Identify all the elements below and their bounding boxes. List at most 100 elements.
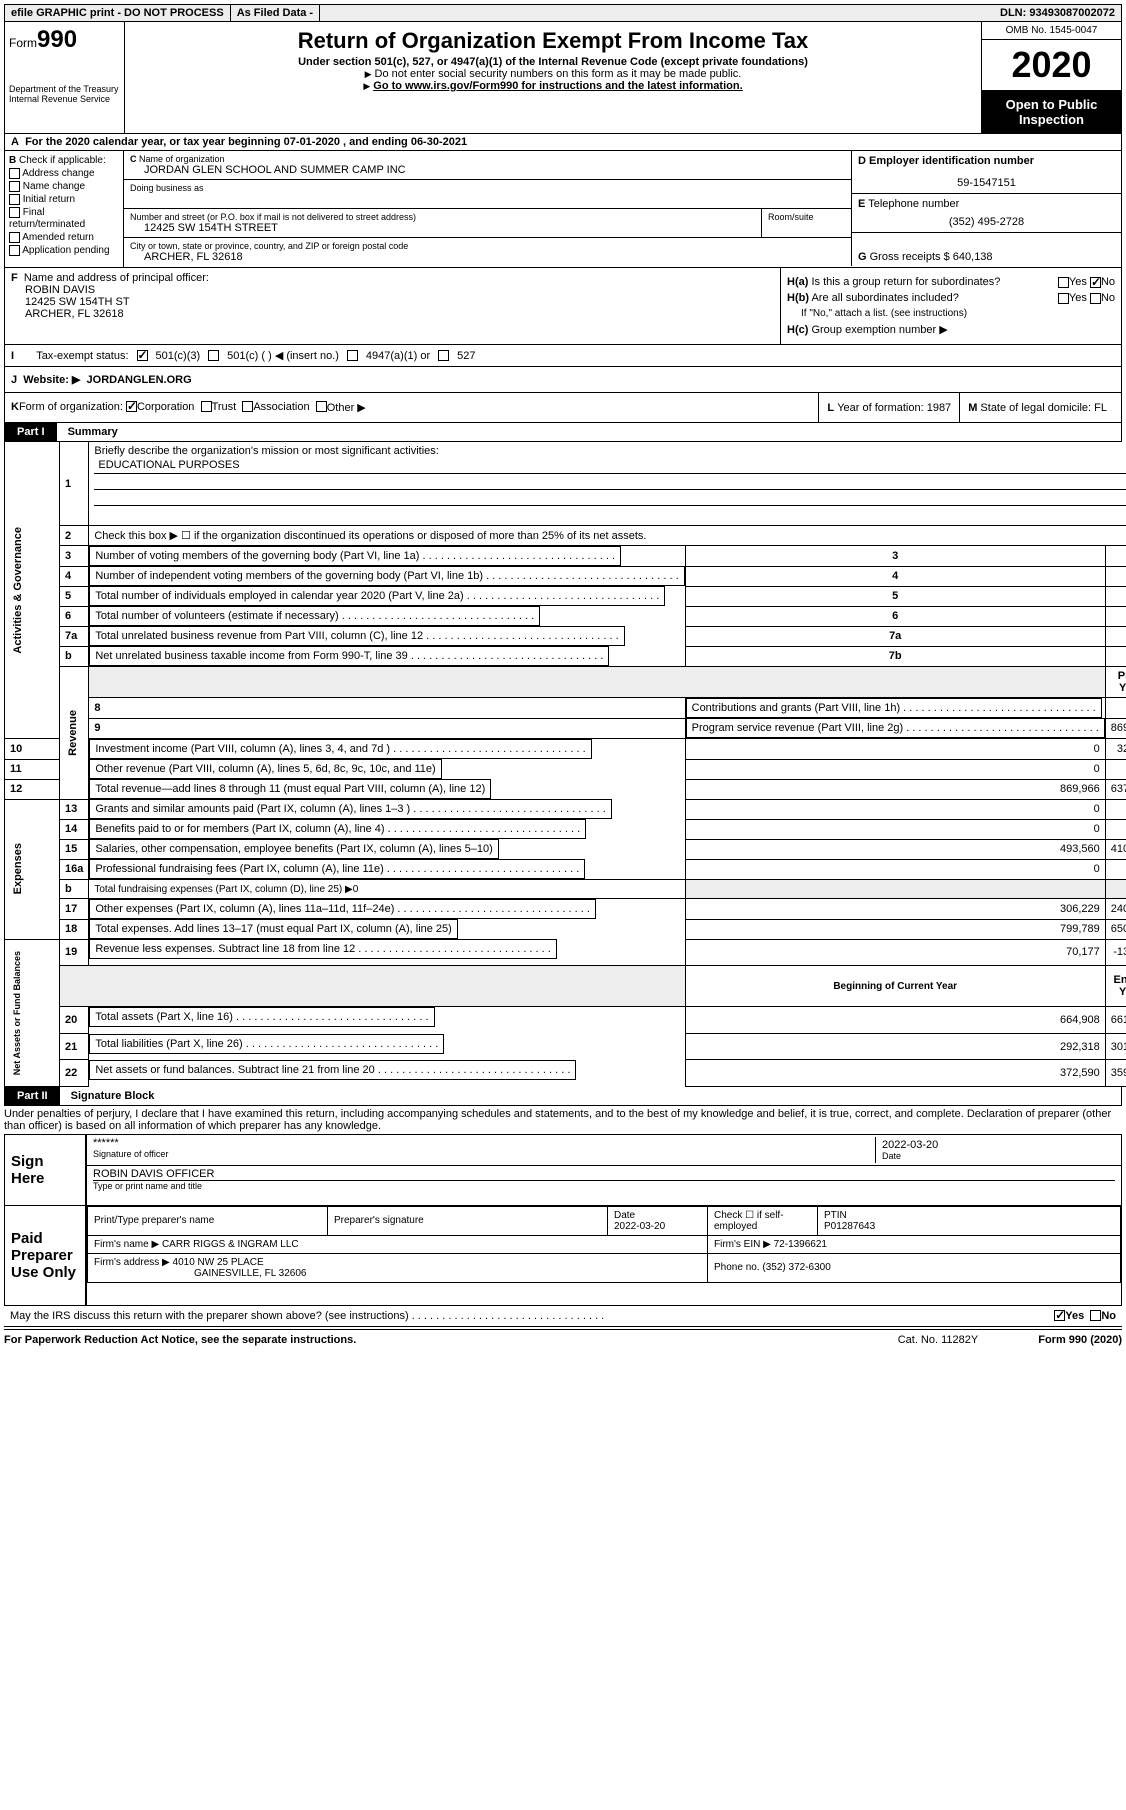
- cb-corp[interactable]: [126, 401, 137, 412]
- vlabel-na: Net Assets or Fund Balances: [10, 943, 24, 1083]
- irs-link[interactable]: Go to www.irs.gov/Form990 for instructio…: [373, 80, 742, 92]
- cb-501c[interactable]: [208, 350, 219, 361]
- part-ii-header: Part II Signature Block: [4, 1087, 1122, 1106]
- cb-501c3[interactable]: [137, 350, 148, 361]
- section-a: A For the 2020 calendar year, or tax yea…: [4, 134, 1122, 151]
- efile-label: efile GRAPHIC print - DO NOT PROCESS: [5, 5, 231, 21]
- website-value: JORDANGLEN.ORG: [87, 374, 192, 386]
- vlabel-ag: Activities & Governance: [10, 519, 26, 662]
- footer-form: Form 990 (2020): [1038, 1334, 1122, 1346]
- tax-year: 2020: [982, 40, 1121, 91]
- val-5: 10: [1105, 586, 1126, 606]
- form-header: Form990 Department of the Treasury Inter…: [4, 22, 1122, 134]
- cb-hb-no[interactable]: [1090, 293, 1101, 304]
- cb-527[interactable]: [438, 350, 449, 361]
- city-value: ARCHER, FL 32618: [130, 251, 845, 263]
- section-j: J Website: ▶ JORDANGLEN.ORG: [4, 367, 1122, 393]
- paid-preparer-label: Paid Preparer Use Only: [5, 1206, 85, 1305]
- cb-trust[interactable]: [201, 401, 212, 412]
- cb-other[interactable]: [316, 401, 327, 412]
- cb-final-return[interactable]: [9, 207, 20, 218]
- officer-addr1: 12425 SW 154TH ST: [11, 296, 774, 308]
- sign-date: 2022-03-20: [882, 1139, 1109, 1151]
- officer-label: Name and address of principal officer:: [24, 272, 209, 284]
- gross-label: Gross receipts $: [870, 251, 950, 263]
- val-3: 3: [1105, 546, 1126, 567]
- firm-name: CARR RIGGS & INGRAM LLC: [162, 1239, 299, 1250]
- section-i: I Tax-exempt status: 501(c)(3) 501(c) ( …: [4, 345, 1122, 367]
- form-number: Form990: [9, 26, 120, 54]
- officer-addr2: ARCHER, FL 32618: [11, 308, 774, 320]
- section-k: K Form of organization: Corporation Trus…: [4, 393, 1122, 423]
- dba-value: [130, 193, 845, 205]
- form-goto: Go to www.irs.gov/Form990 for instructio…: [129, 80, 977, 92]
- page-footer: For Paperwork Reduction Act Notice, see …: [4, 1329, 1122, 1346]
- preparer-table: Print/Type preparer's name Preparer's si…: [87, 1206, 1121, 1283]
- cb-ha-yes[interactable]: [1058, 277, 1069, 288]
- summary-table: Activities & Governance 1 Briefly descri…: [4, 442, 1126, 1087]
- section-b: B Check if applicable: Address change Na…: [4, 151, 124, 268]
- cb-irs-yes[interactable]: [1054, 1310, 1065, 1321]
- org-name: JORDAN GLEN SCHOOL AND SUMMER CAMP INC: [130, 164, 845, 176]
- vlabel-rev: Revenue: [65, 702, 81, 764]
- dba-label: Doing business as: [130, 183, 845, 193]
- ptin-value: P01287643: [824, 1221, 875, 1232]
- cb-assoc[interactable]: [242, 401, 253, 412]
- prep-date: 2022-03-20: [614, 1221, 665, 1232]
- vlabel-exp: Expenses: [10, 835, 26, 902]
- dept-label: Department of the Treasury Internal Reve…: [9, 84, 120, 104]
- hdr-prior: Prior Year: [1105, 667, 1126, 698]
- val-6: 4: [1105, 606, 1126, 626]
- year-formation: 1987: [927, 402, 951, 414]
- addr-label: Number and street (or P.O. box if mail i…: [130, 212, 755, 222]
- officer-name: ROBIN DAVIS: [11, 284, 774, 296]
- cb-name-change[interactable]: [9, 181, 20, 192]
- phone-label: Telephone number: [868, 198, 959, 210]
- form-subtitle: Under section 501(c), 527, or 4947(a)(1)…: [129, 56, 977, 68]
- declaration-text: Under penalties of perjury, I declare th…: [4, 1106, 1122, 1135]
- ein-value: 59-1547151: [858, 177, 1115, 189]
- org-name-label: Name of organization: [139, 154, 225, 164]
- mission-text: EDUCATIONAL PURPOSES: [94, 457, 1126, 474]
- cb-4947[interactable]: [347, 350, 358, 361]
- firm-phone: (352) 372-6300: [762, 1262, 830, 1273]
- state-domicile: FL: [1094, 402, 1107, 414]
- cb-amended[interactable]: [9, 232, 20, 243]
- footer-catno: Cat. No. 11282Y: [898, 1334, 979, 1346]
- val-7a: 0: [1105, 626, 1126, 646]
- gross-value: 640,138: [953, 251, 993, 263]
- cb-ha-no[interactable]: [1090, 277, 1101, 288]
- topbar: efile GRAPHIC print - DO NOT PROCESS As …: [4, 4, 1122, 22]
- may-irs-row: May the IRS discuss this return with the…: [4, 1306, 1122, 1327]
- firm-addr2: GAINESVILLE, FL 32606: [194, 1268, 306, 1279]
- open-inspection: Open to Public Inspection: [982, 91, 1121, 133]
- part-i-header: Part I Summary: [4, 423, 1122, 442]
- signature-block: Sign Here ******Signature of officer 202…: [4, 1135, 1122, 1206]
- asfiled-label: As Filed Data -: [231, 5, 320, 21]
- form-title: Return of Organization Exempt From Incom…: [129, 28, 977, 54]
- phone-value: (352) 495-2728: [858, 216, 1115, 228]
- form-warn: Do not enter social security numbers on …: [129, 68, 977, 80]
- cb-app-pending[interactable]: [9, 245, 20, 256]
- val-4: 3: [1105, 566, 1126, 586]
- ein-label: Employer identification number: [869, 155, 1034, 167]
- footer-left: For Paperwork Reduction Act Notice, see …: [4, 1334, 356, 1346]
- addr-value: 12425 SW 154TH STREET: [130, 222, 755, 234]
- dln-value: 93493087002072: [1029, 7, 1115, 19]
- room-label: Room/suite: [768, 212, 845, 222]
- cb-address-change[interactable]: [9, 168, 20, 179]
- section-h: H(a) Is this a group return for subordin…: [781, 268, 1121, 344]
- sign-here-label: Sign Here: [5, 1135, 85, 1205]
- cb-hb-yes[interactable]: [1058, 293, 1069, 304]
- cb-initial-return[interactable]: [9, 194, 20, 205]
- section-d-e-g: D Employer identification number 59-1547…: [852, 151, 1122, 268]
- officer-signed-name: ROBIN DAVIS OFFICER: [93, 1168, 1115, 1181]
- val-7b: 0: [1105, 646, 1126, 667]
- firm-ein: 72-1396621: [774, 1239, 827, 1250]
- section-c: C Name of organization JORDAN GLEN SCHOO…: [124, 151, 852, 268]
- dln-label: DLN:: [1000, 7, 1026, 19]
- cb-irs-no[interactable]: [1090, 1310, 1101, 1321]
- omb-number: OMB No. 1545-0047: [982, 22, 1121, 40]
- firm-addr1: 4010 NW 25 PLACE: [173, 1257, 264, 1268]
- city-label: City or town, state or province, country…: [130, 241, 845, 251]
